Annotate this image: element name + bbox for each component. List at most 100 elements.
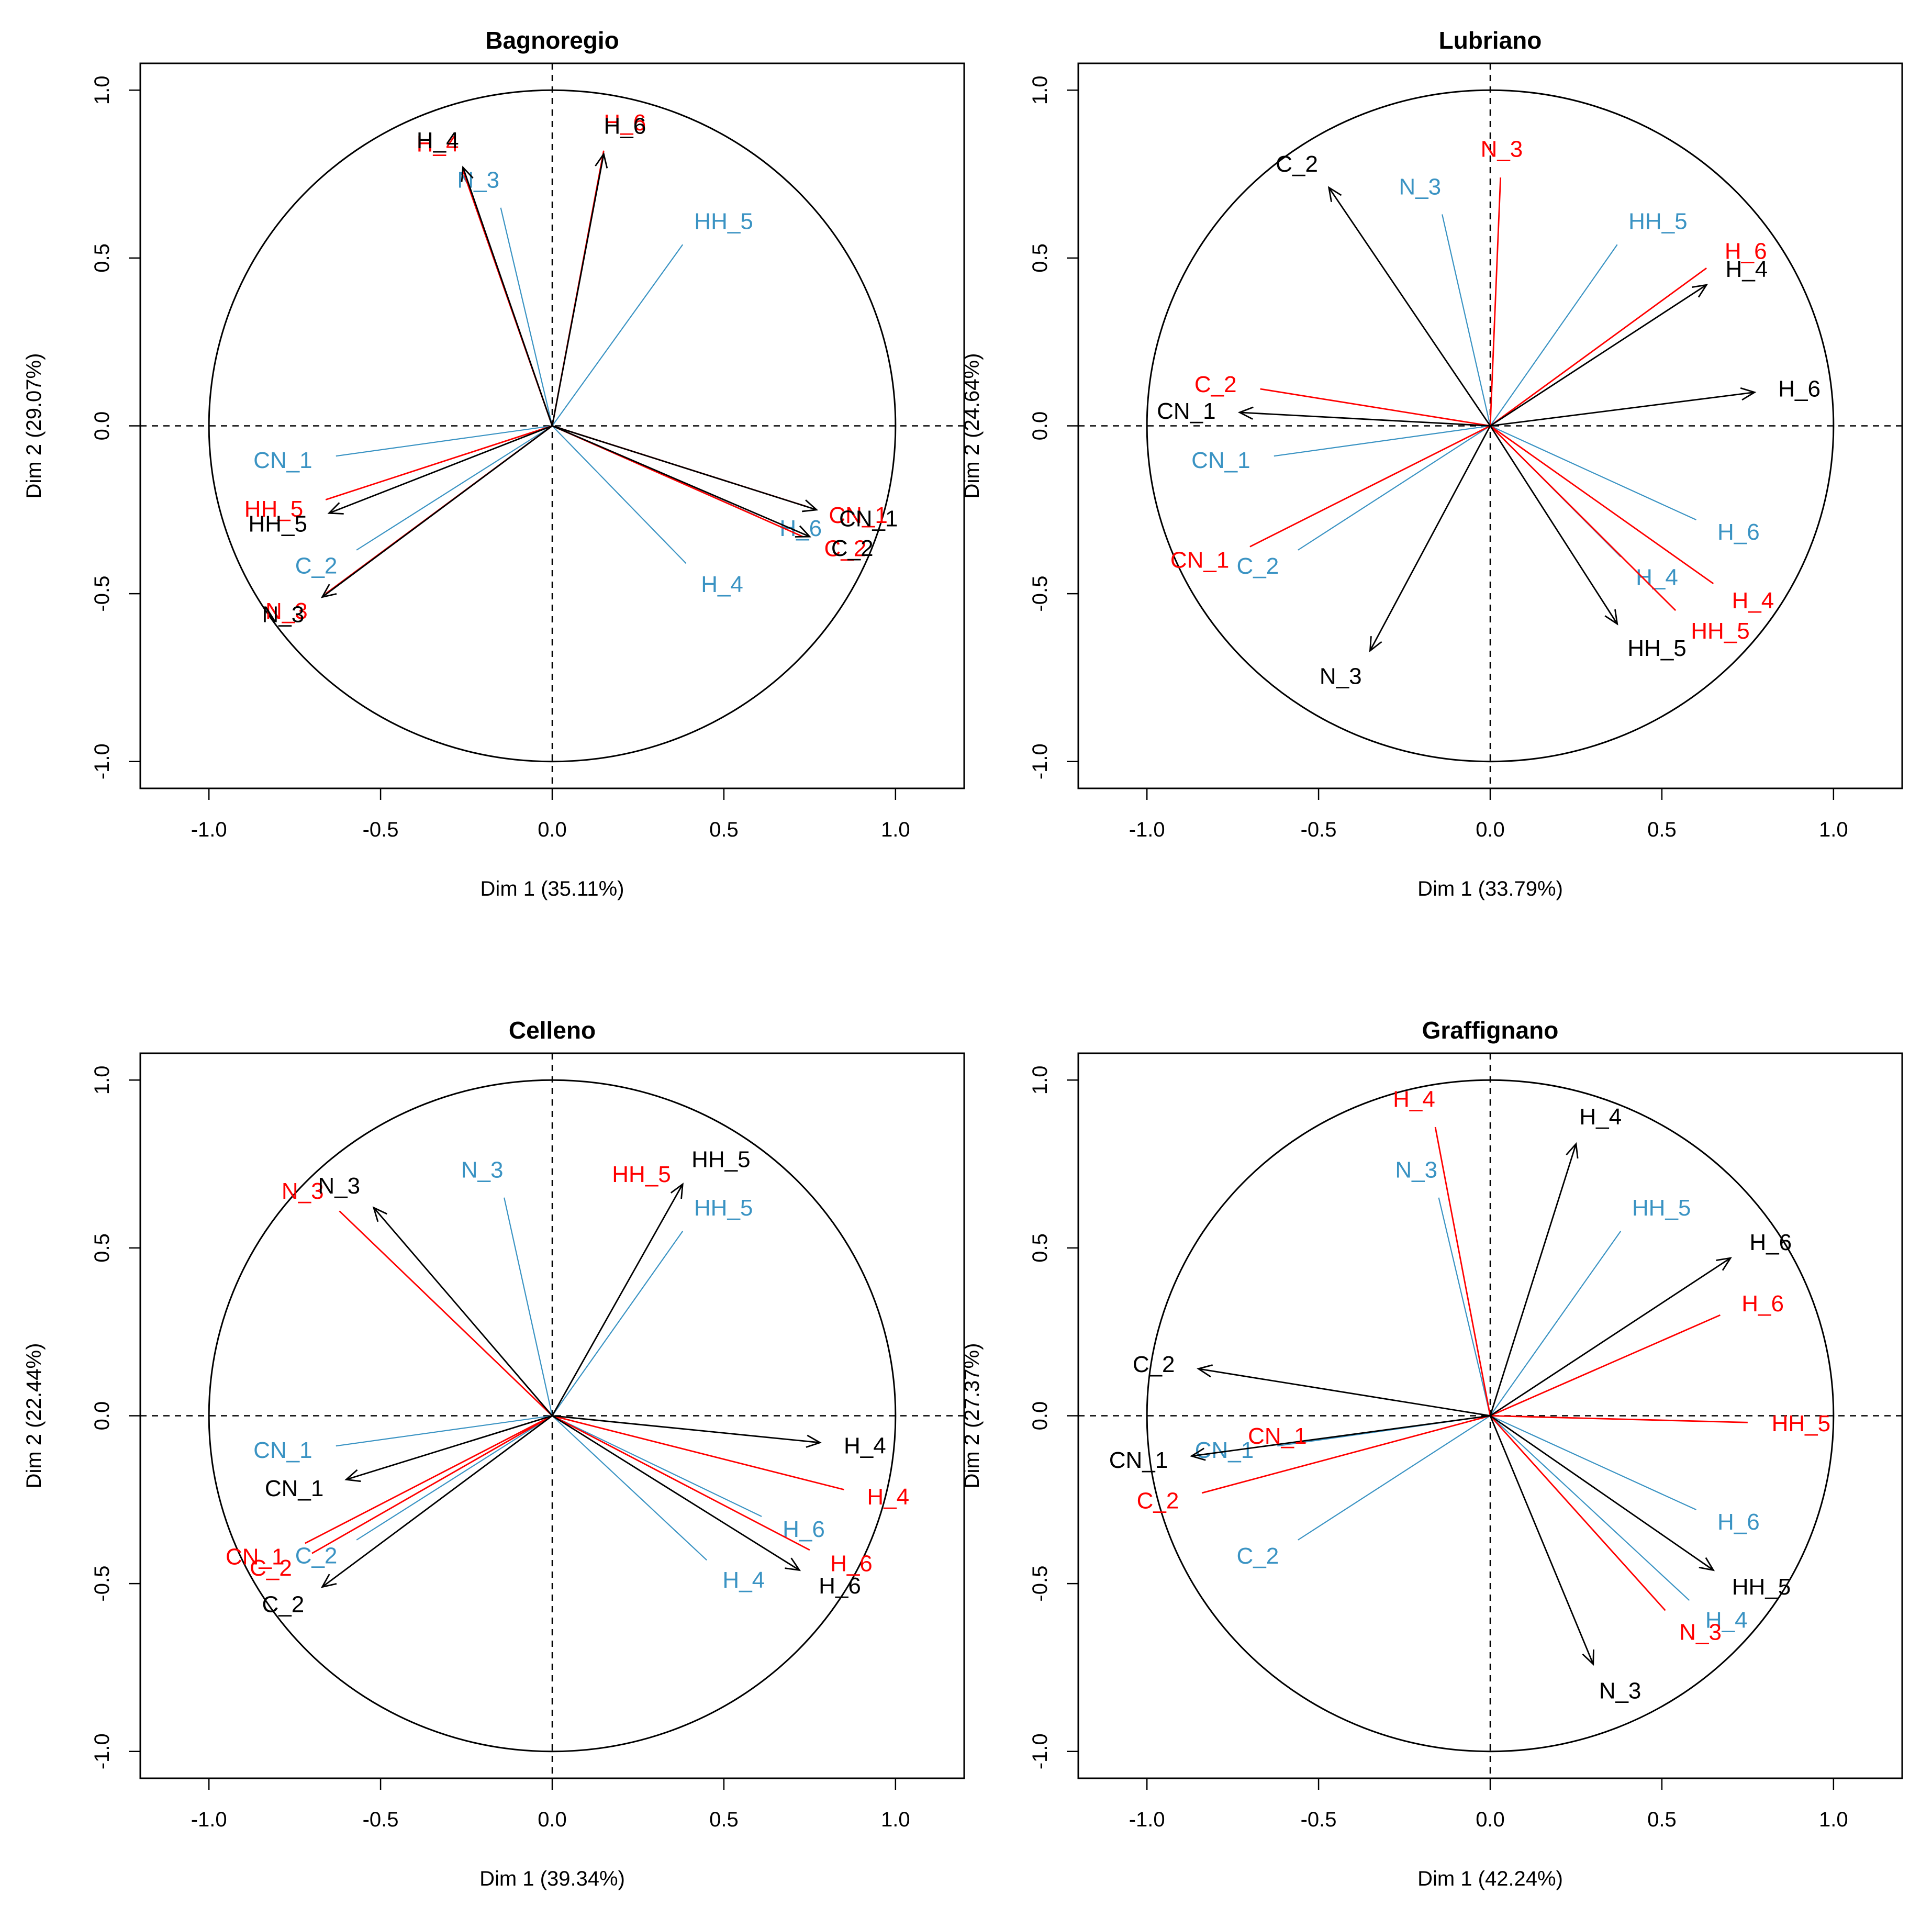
vector-blue-hh-5 [552,244,684,427]
arrowhead [1604,609,1618,626]
y-tick-label: 1.0 [1029,75,1052,105]
vector-label: CN_1 [265,1476,324,1501]
x-axis-label: Dim 1 (33.79%) [1417,877,1563,900]
vector-red-n-3 [1489,177,1502,426]
y-tick-label: -1.0 [91,1733,114,1769]
y-tick-label: 0.5 [91,1233,114,1263]
y-tick-label: 0.5 [1029,243,1052,273]
series-black: H_4 H_6 CN_1 C_2 HH_5 N_3 [248,114,898,628]
x-tick-label: 0.0 [538,818,567,841]
y-tick-label: -0.5 [1029,1566,1052,1602]
vector-black-hh-5 [551,1184,684,1417]
vector-black-c-2 [321,1415,553,1588]
vector-label: HH_5 [694,209,753,235]
vector-label: C_2 [295,1543,338,1568]
y-tick-label: 0.0 [91,411,114,441]
vector-label: C_2 [1194,372,1237,397]
vector-red-hh-5 [325,425,553,500]
vector-red-c-2 [1260,388,1491,427]
vector-blue-h-6 [1490,1415,1696,1511]
vector-label: CN_1 [1191,448,1250,473]
vector-label: H_6 [819,1573,861,1599]
x-tick-label: 1.0 [1819,1808,1848,1831]
vector-blue-cn-1 [1274,425,1491,457]
y-tick-label: 0.0 [1029,1401,1052,1431]
vector-black-cn-1 [1191,1415,1491,1457]
vector-label: CN_1 [226,1544,285,1570]
vector-black-hh-5 [329,425,553,514]
vector-label: H_4 [844,1433,886,1458]
x-tick-label: -1.0 [1129,1808,1165,1831]
vector-label: H_6 [1717,1509,1760,1535]
vector-label: H_6 [1717,519,1760,545]
vector-black-h-4 [1489,1143,1577,1416]
x-tick-label: 1.0 [881,1808,910,1831]
vector-label: CN_1 [1248,1423,1307,1449]
series-red: H_4 H_6 HH_5 C_2 N_3 [1137,1086,1830,1645]
vector-black-n-3 [1489,1415,1594,1665]
arrowhead [1566,1142,1579,1159]
vector-label: CN_1 [1157,398,1216,424]
vector-black-h-6 [1490,391,1755,427]
vector-black-cn-1 [346,1415,553,1480]
vector-red-c-2 [1201,1415,1491,1494]
vector-label: H_4 [1705,1608,1748,1633]
vector-blue-n-3 [1442,214,1491,426]
vector-blue-n-3 [504,1197,553,1416]
y-tick-label: -1.0 [1029,743,1052,779]
arrowhead [795,525,812,538]
vector-label: H_4 [417,128,459,153]
vector-label: HH_5 [1691,618,1750,644]
arrowhead [806,1434,822,1448]
vector-label: H_6 [1725,239,1767,264]
series-black: N_3 HH_5 H_4 CN_1 C_2 H_6 [262,1146,886,1617]
x-tick-label: -0.5 [1301,818,1337,841]
x-tick-label: -1.0 [191,1808,227,1831]
series-red: N_3 H_4 H_6 CN_1 C_2 [226,1178,909,1581]
x-tick-label: -0.5 [363,1808,399,1831]
vector-black-hh-5 [1489,425,1618,625]
arrowhead [802,499,819,512]
vector-label: N_3 [1599,1678,1641,1704]
x-tick-label: 0.5 [709,1808,739,1831]
vector-red-h-6 [552,1415,810,1551]
arrowhead [1237,406,1254,420]
vector-blue-hh-5 [1490,244,1618,427]
series-blue: N_3HH_5CN_1C_2H_6H_4 [1195,1157,1760,1633]
x-tick-label: 0.5 [1647,818,1677,841]
vector-label: HH_5 [1628,208,1688,234]
vector-label: H_6 [1778,376,1821,402]
vector-label: H_6 [783,1517,825,1542]
x-tick-label: -0.5 [1301,1808,1337,1831]
panel-title: Bagnoregio [485,27,619,54]
x-tick-label: -1.0 [1129,818,1165,841]
vector-blue-h-4 [1490,1415,1690,1601]
series-blue: N_3HH_5CN_1C_2H_6H_4 [253,168,822,597]
vector-label: HH_5 [694,1195,753,1221]
vector-black-h-6 [1490,1257,1731,1417]
vector-label: N_3 [1320,663,1362,689]
vector-blue-c-2 [1298,1415,1491,1541]
vector-blue-h-4 [552,1415,707,1561]
vector-label: CN_1 [1195,1437,1254,1463]
vector-label: H_4 [1732,588,1774,614]
vector-black-hh-5 [1490,1415,1714,1571]
vector-blue-c-2 [356,1415,553,1541]
vector-label: N_3 [282,1178,324,1204]
y-tick-label: 1.0 [1029,1065,1052,1095]
vector-label: H_6 [1749,1230,1792,1255]
y-tick-label: -1.0 [1029,1733,1052,1769]
vector-label: H_4 [867,1484,909,1510]
vector-black-cn-1 [552,425,817,511]
arrowhead [1190,1447,1206,1461]
arrowhead [1197,1364,1213,1378]
x-tick-label: -1.0 [191,818,227,841]
vector-label: CN_1 [253,1437,312,1463]
vector-label: C_2 [1137,1488,1179,1513]
x-axis-label: Dim 1 (42.24%) [1417,1867,1563,1890]
vector-label: H_4 [417,131,459,157]
x-tick-label: 0.5 [709,818,739,841]
arrowhead [344,1469,361,1483]
